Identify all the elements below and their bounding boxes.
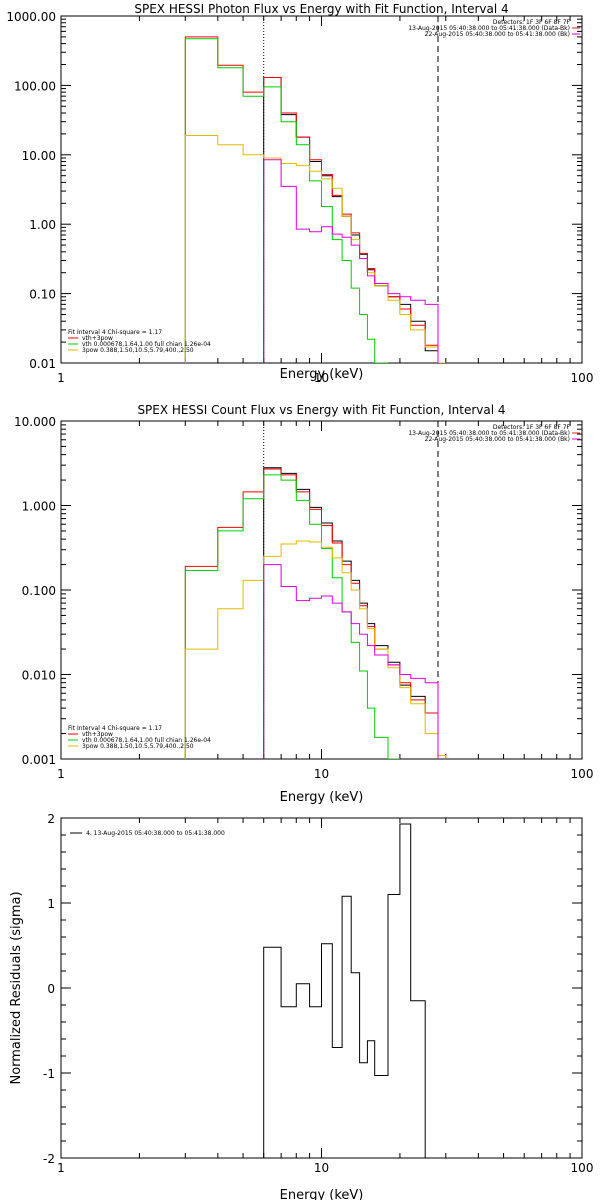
info-line: 13-Aug-2015 05:40:38.000 to 05:41:38.000… — [408, 25, 570, 32]
x-tick-label: 10 — [314, 371, 329, 385]
x-tick-label: 100 — [571, 1161, 594, 1175]
legend-entry: 3pow 0.388,1.50,10.5,5.79,400.,2.50 — [82, 347, 194, 354]
y-tick-label: 1000.00 — [6, 10, 56, 24]
legend-entry: 3pow 0.388,1.50,10.5,5.79,400.,2.50 — [82, 743, 194, 750]
plot-frame — [60, 420, 583, 760]
info-line: 13-Aug-2015 05:40:38.000 to 05:41:38.000… — [408, 430, 570, 437]
x-tick-label: 100 — [571, 767, 594, 781]
legend-entry: vth+3pow — [82, 731, 113, 738]
info-line: Detectors: 1F 3F 6F 8F 7F — [493, 19, 571, 26]
series-line-bk — [263, 564, 439, 759]
series-line-vth — [184, 38, 388, 363]
panel-2: SPEX HESSI Count Flux vs Energy with Fit… — [14, 403, 593, 805]
y-tick-label: 1.000 — [22, 500, 56, 514]
y-tick-label: 0.10 — [29, 288, 56, 302]
y-tick-label: 1 — [47, 897, 55, 911]
info-line: Detectors: 1F 3F 6F 8F 7F — [493, 424, 571, 431]
y-tick-label: 2 — [47, 812, 55, 826]
series-line-4-13-aug-2015-05-40-38-000-to-05-41-38-000 — [263, 823, 426, 1158]
series-line-vth — [184, 474, 400, 759]
x-axis-label: Energy (keV) — [280, 1188, 364, 1200]
panel-1: SPEX HESSI Photon Flux vs Energy with Fi… — [6, 2, 593, 385]
y-axis-label: Normalized Residuals (sigma) — [9, 891, 24, 1084]
y-tick-label: 0.100 — [22, 584, 56, 598]
legend-entry: Fit Interval 4 Chi-square = 1.17 — [68, 329, 162, 336]
info-line: 22-Aug-2015 05:40:38.000 to 05:41:38.000… — [425, 31, 570, 38]
series-line-vth-3pow — [184, 468, 439, 759]
chart-title: SPEX HESSI Photon Flux vs Energy with Fi… — [134, 2, 508, 16]
y-tick-label: 0.01 — [29, 357, 56, 371]
series-line-bk — [263, 159, 439, 363]
x-tick-label: 1 — [57, 767, 65, 781]
y-tick-label: 1.00 — [29, 218, 56, 232]
x-axis-label: Energy (keV) — [280, 367, 364, 382]
legend-entry: Fit Interval 4 Chi-square = 1.17 — [68, 725, 162, 732]
x-tick-label: 10 — [314, 1161, 329, 1175]
chart-title: SPEX HESSI Count Flux vs Energy with Fit… — [137, 403, 505, 417]
series-line-3pow — [184, 540, 447, 759]
y-tick-label: 10.000 — [14, 415, 56, 429]
y-tick-label: -1 — [43, 1067, 55, 1081]
x-tick-label: 1 — [57, 1161, 65, 1175]
legend-entry: vth+3pow — [82, 335, 113, 342]
series-line-3pow — [184, 135, 446, 363]
legend-entry: vth 0.000678,1.64,1.00 full chian 1.26e-… — [82, 341, 211, 348]
x-tick-label: 1 — [57, 371, 65, 385]
info-line: 22-Aug-2015 05:40:38.000 to 05:41:38.000… — [425, 436, 570, 443]
series-line-data-bk — [263, 467, 439, 759]
x-tick-label: 100 — [571, 371, 594, 385]
y-tick-label: -2 — [43, 1152, 55, 1166]
y-tick-label: 0.010 — [22, 669, 56, 683]
x-tick-label: 10 — [314, 767, 329, 781]
x-axis-label: Energy (keV) — [280, 790, 364, 805]
legend-entry: 4. 13-Aug-2015 05:40:38.000 to 05:41:38.… — [86, 830, 225, 837]
y-tick-label: 0 — [47, 982, 55, 996]
y-tick-label: 0.001 — [22, 753, 56, 767]
legend-entry: vth 0.000678,1.64,1.00 full chian 1.26e-… — [82, 737, 211, 744]
y-tick-label: 100.00 — [14, 79, 56, 93]
y-tick-label: 10.00 — [22, 149, 56, 163]
